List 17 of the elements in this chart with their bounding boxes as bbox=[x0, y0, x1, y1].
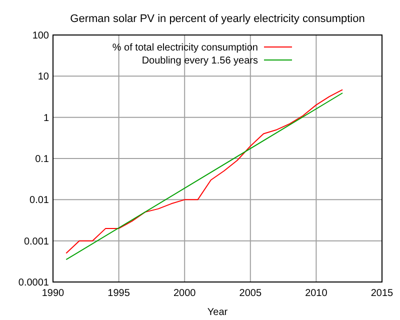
legend-label: Doubling every 1.56 years bbox=[142, 56, 258, 66]
y-tick-label: 0.001 bbox=[24, 236, 50, 248]
x-axis-title: Year bbox=[207, 307, 228, 318]
y-tick-label: 10 bbox=[38, 72, 50, 83]
x-tick-label: 2000 bbox=[173, 288, 196, 299]
y-tick-label: 0.01 bbox=[30, 195, 50, 206]
x-tick-label: 2005 bbox=[239, 288, 262, 299]
x-tick-label: 1990 bbox=[42, 288, 65, 299]
legend-label: % of total electricity consumption bbox=[112, 42, 258, 54]
x-tick-label: 1995 bbox=[108, 288, 130, 299]
y-tick-label: 1 bbox=[43, 112, 50, 124]
y-tick-label: 0.0001 bbox=[18, 278, 50, 288]
x-tick-label: 2010 bbox=[305, 288, 328, 299]
y-tick-label: 100 bbox=[32, 30, 50, 42]
x-tick-label: 2015 bbox=[370, 288, 394, 299]
chart-title: German solar PV in percent of yearly electricity consumption bbox=[70, 13, 365, 25]
y-tick-label: 0.1 bbox=[35, 154, 50, 165]
